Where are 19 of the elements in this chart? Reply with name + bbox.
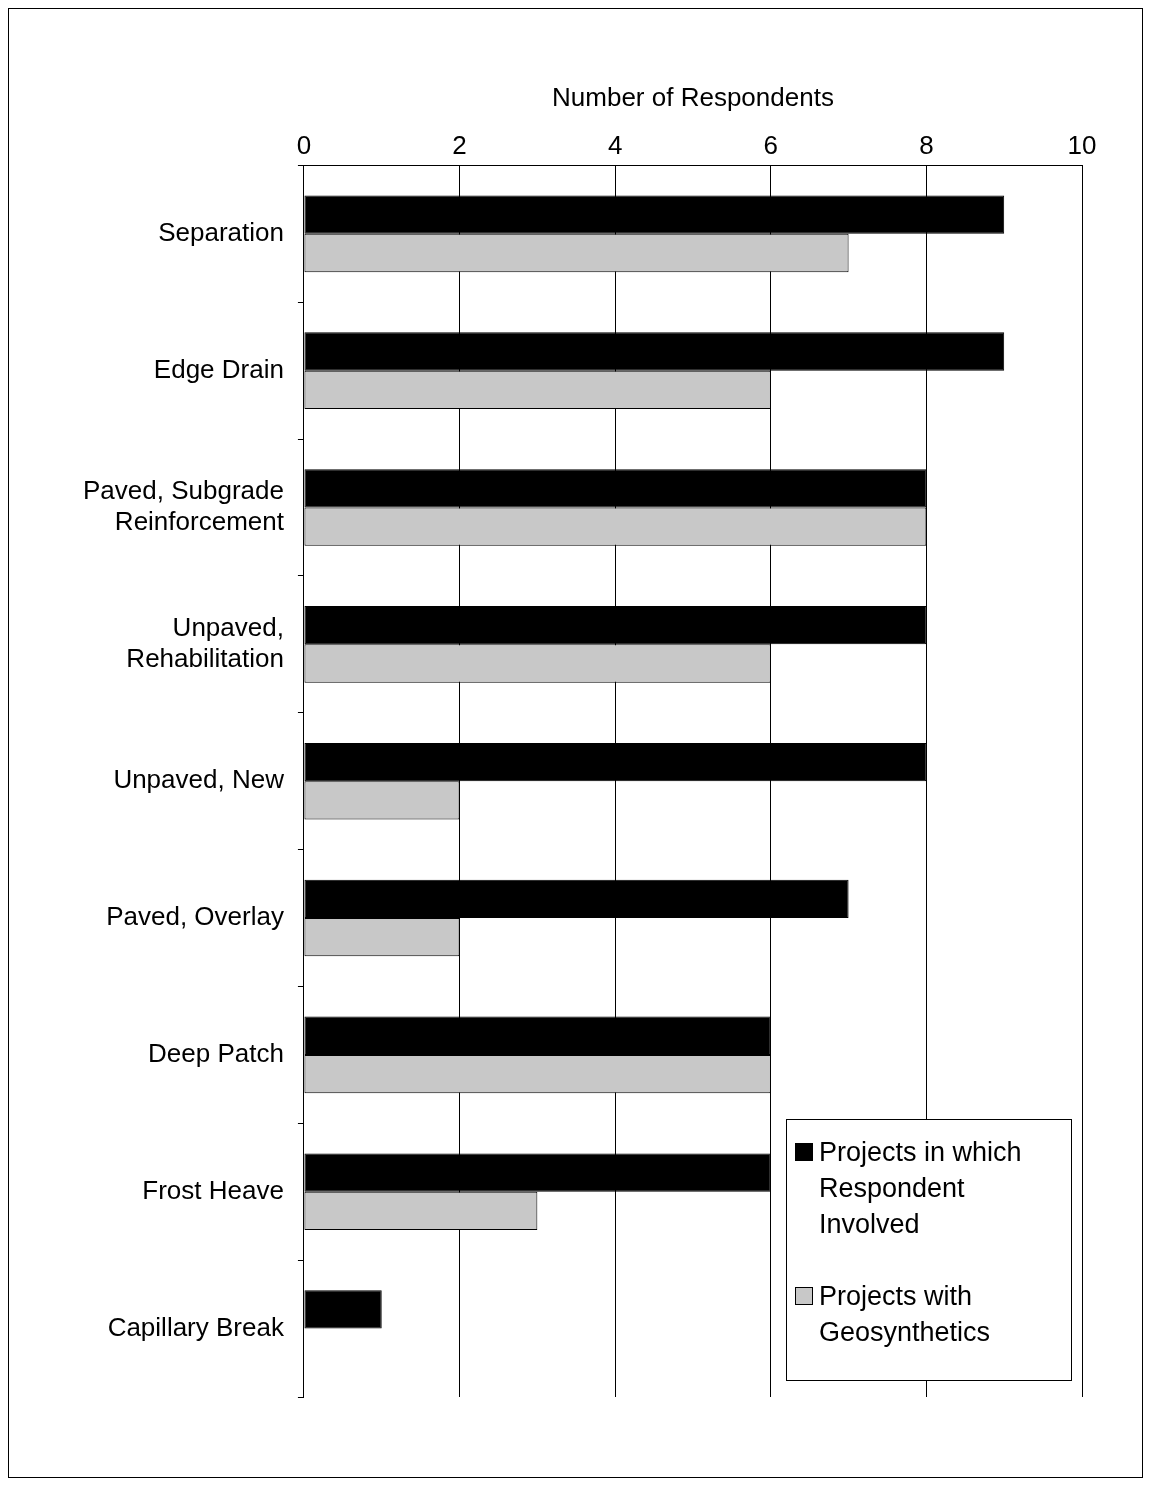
y-tick-label: Separation: [158, 216, 284, 247]
y-tick-label: Capillary Break: [107, 1311, 285, 1342]
legend-label: Projects with Geosynthetics: [819, 1280, 992, 1349]
y-tick-label: Frost Heave: [142, 1174, 284, 1205]
x-tick-label: 6: [763, 129, 779, 160]
y-tick-label: Deep Patch: [148, 1038, 284, 1069]
y-tick-label: Paved, Overlay: [106, 901, 284, 932]
x-tick-label: 4: [607, 129, 623, 160]
y-tick-label: Edge Drain: [153, 353, 284, 384]
x-tick-label: 8: [919, 129, 934, 160]
y-tick-label: Unpaved, Rehabilitation: [126, 611, 284, 674]
x-tick-label: 10: [1067, 129, 1097, 160]
x-axis-title: Number of Respondents: [552, 81, 834, 112]
bar: [304, 1290, 382, 1329]
y-tick-label: Unpaved, New: [113, 764, 285, 795]
legend-label: Projects in which Respondent Involved: [819, 1136, 1023, 1241]
y-tick-label: Paved, Subgrade Reinforcement: [82, 475, 285, 537]
x-tick-label: 0: [296, 129, 312, 160]
x-tick-label: 2: [452, 129, 467, 160]
